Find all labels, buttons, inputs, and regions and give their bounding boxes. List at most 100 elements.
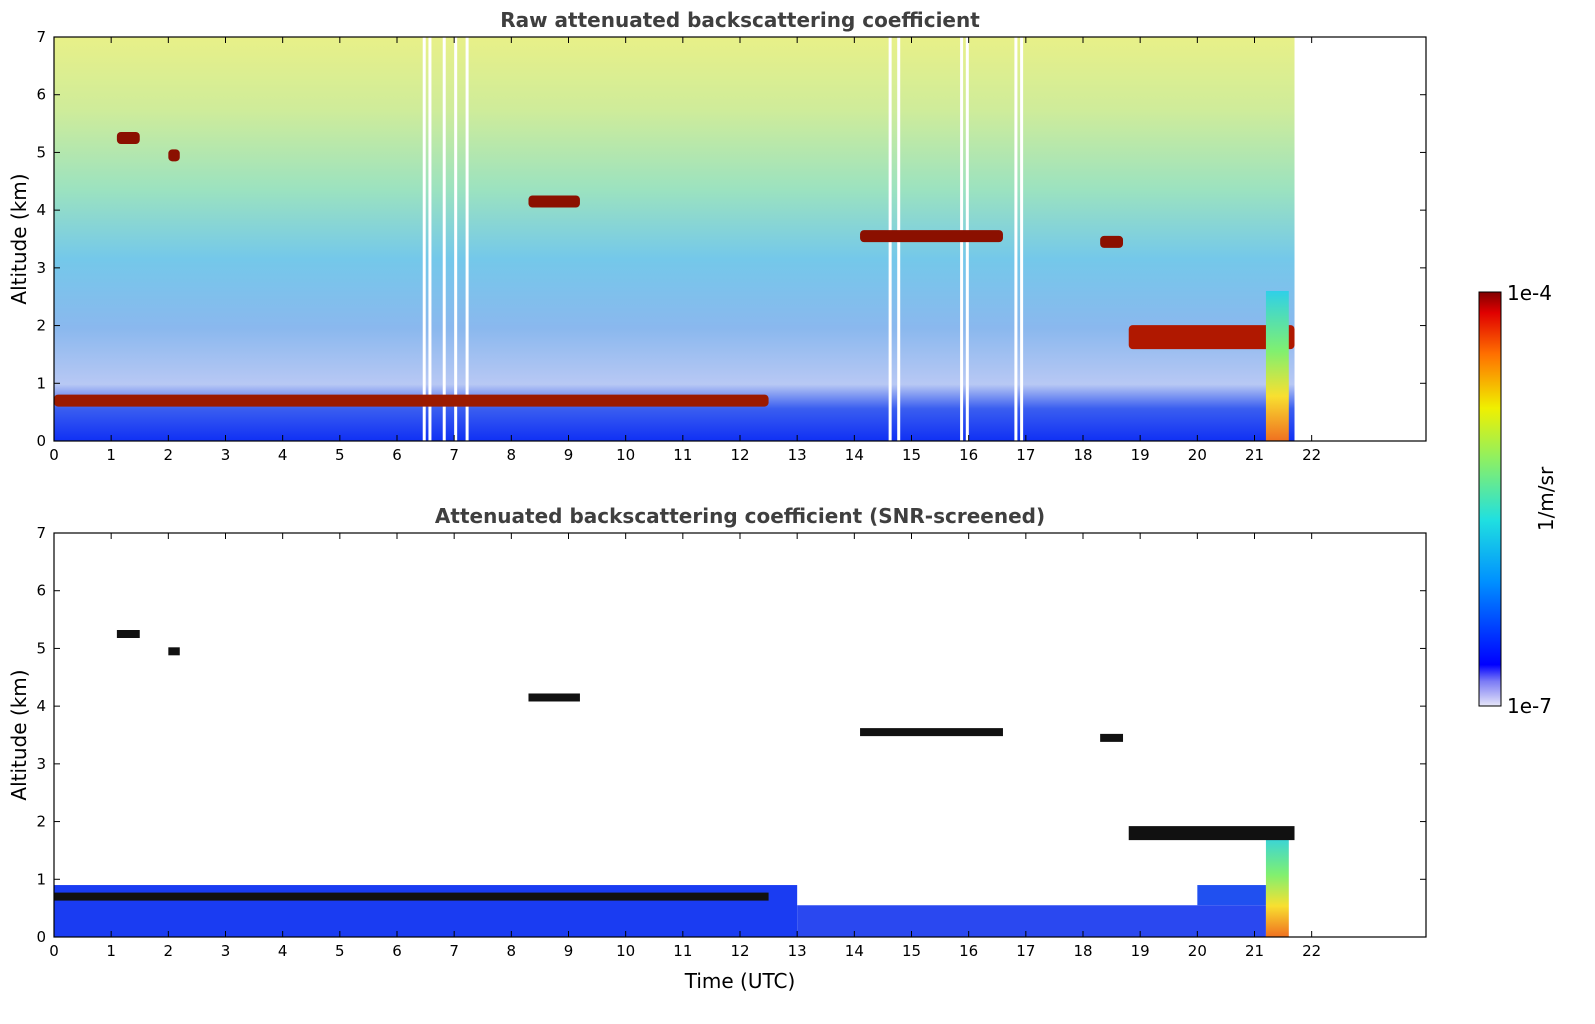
panel2-frame [53,532,1427,938]
feature-cloud [860,230,1003,243]
data-gap [465,37,469,441]
y-tick-label: 2 [36,813,46,831]
x-tick-label: 3 [221,446,231,464]
colorbar-min-label: 1e-7 [1507,694,1552,718]
x-tick-label: 18 [1073,942,1092,960]
x-tick-label: 6 [392,942,402,960]
y-tick-label: 7 [36,28,46,46]
feature-precipitation [1265,290,1289,441]
feature-cloud [116,132,140,144]
x-tick-label: 0 [49,942,59,960]
y-tick-label: 2 [36,317,46,335]
screened-cloud [860,728,1003,737]
x-tick-label: 4 [278,446,288,464]
x-tick-label: 16 [959,942,978,960]
x-tick-label: 7 [449,942,459,960]
panel1-y-ticks: 0 1 2 3 4 5 6 7 [36,28,1426,450]
raw-signal-background [54,37,1295,441]
x-tick-label: 5 [335,942,345,960]
x-tick-label: 10 [616,446,635,464]
feature-cloud [168,149,180,162]
boundary-layer-signal [797,905,1266,937]
x-tick-label: 9 [564,942,574,960]
y-tick-label: 4 [36,697,46,715]
x-tick-label: 19 [1131,446,1150,464]
x-tick-label: 18 [1073,446,1092,464]
x-tick-label: 13 [788,446,807,464]
colorbar-gradient [1478,291,1502,707]
x-tick-label: 3 [221,942,231,960]
y-tick-label: 4 [36,201,46,219]
x-tick-label: 9 [564,446,574,464]
x-tick-label: 20 [1188,942,1207,960]
y-tick-label: 1 [36,870,46,888]
boundary-layer-signal [1197,885,1266,906]
precipitation-signal [1265,833,1289,937]
colorbar-unit-label: 1/m/sr [1534,466,1558,531]
x-tick-label: 11 [673,942,692,960]
y-tick-label: 7 [36,524,46,542]
x-tick-label: 14 [845,942,864,960]
data-gap [422,37,426,441]
x-tick-label: 17 [1016,446,1035,464]
x-tick-label: 4 [278,942,288,960]
x-tick-label: 15 [902,446,921,464]
colorbar: 1e-4 1e-7 1/m/sr [1478,281,1558,718]
y-tick-label: 6 [36,86,46,104]
y-tick-label: 3 [36,755,46,773]
y-tick-label: 3 [36,259,46,277]
x-tick-label: 20 [1188,446,1207,464]
raw-backscatter-panel: Raw attenuated backscattering coefficien… [7,8,1427,464]
y-tick-label: 6 [36,582,46,600]
colorbar-max-label: 1e-4 [1507,281,1552,305]
data-gap [1014,37,1018,441]
panel2-y-ticks: 0 1 2 3 4 5 6 7 [36,524,1426,946]
x-tick-label: 1 [106,942,116,960]
x-tick-label: 21 [1245,446,1264,464]
panel2-x-ticks: 0 1 2 3 4 5 6 7 8 9 10 11 12 13 14 15 16 17 18 19 20 21 22 [49,533,1321,960]
panel1-x-ticks: 0 1 2 3 4 5 6 7 8 9 10 11 12 13 14 15 16 17 18 19 20 21 22 [49,37,1321,464]
panel1-title: Raw attenuated backscattering coefficien… [500,8,980,32]
x-tick-label: 8 [507,942,517,960]
feature-mid-clouds [1128,325,1295,350]
y-tick-label: 5 [36,639,46,657]
screened-mid-clouds [1128,826,1295,841]
x-tick-label: 8 [507,446,517,464]
x-tick-label: 17 [1016,942,1035,960]
x-tick-label: 22 [1302,942,1321,960]
x-tick-label: 5 [335,446,345,464]
y-tick-label: 5 [36,143,46,161]
x-tick-label: 2 [164,446,174,464]
x-tick-label: 19 [1131,942,1150,960]
x-tick-label: 14 [845,446,864,464]
x-tick-label: 11 [673,446,692,464]
x-tick-label: 16 [959,446,978,464]
snr-screened-panel: Attenuated backscattering coefficient (S… [7,504,1427,993]
panel2-ylabel: Altitude (km) [7,669,31,800]
data-gap [428,37,432,441]
data-gap [454,37,458,441]
panel1-ylabel: Altitude (km) [7,173,31,304]
x-tick-label: 1 [106,446,116,464]
x-tick-label: 15 [902,942,921,960]
x-tick-label: 22 [1302,446,1321,464]
x-axis-label: Time (UTC) [684,969,796,993]
x-tick-label: 12 [730,446,749,464]
screened-boundary-layer-clouds [54,892,769,901]
x-tick-label: 13 [788,942,807,960]
data-gap [1020,37,1024,441]
x-tick-label: 10 [616,942,635,960]
feature-cloud [528,195,580,208]
y-tick-label: 0 [36,432,46,450]
x-tick-label: 0 [49,446,59,464]
x-tick-label: 2 [164,942,174,960]
x-tick-label: 7 [449,446,459,464]
screened-cloud [168,647,180,656]
data-gap [442,37,446,441]
y-tick-label: 0 [36,928,46,946]
screened-cloud [528,693,580,702]
feature-cloud [1100,235,1124,248]
x-tick-label: 12 [730,942,749,960]
